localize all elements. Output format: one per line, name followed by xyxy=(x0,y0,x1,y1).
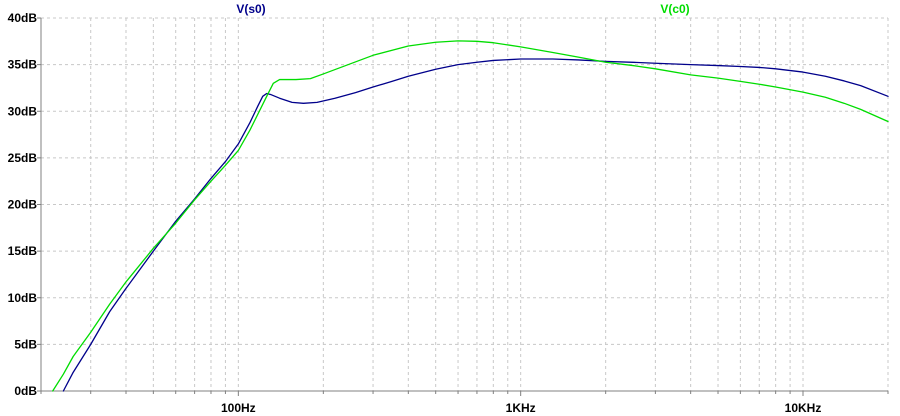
series-line-s0 xyxy=(62,58,889,392)
series-line-c0 xyxy=(52,40,889,392)
y-tick-label: 5dB xyxy=(14,337,37,351)
x-tick-label: 100Hz xyxy=(221,401,256,415)
y-tick-label: 35dB xyxy=(8,58,38,72)
series-lines xyxy=(52,40,889,392)
legend-series-c0[interactable]: V(c0) xyxy=(660,2,689,16)
x-tick-label: 10KHz xyxy=(785,401,822,415)
y-tick-label: 30dB xyxy=(8,104,38,118)
x-tick-label: 1KHz xyxy=(506,401,536,415)
y-tick-label: 25dB xyxy=(8,151,38,165)
y-tick-label: 0dB xyxy=(14,384,37,398)
legend: V(s0) V(c0) xyxy=(236,2,689,16)
y-tick-label: 10dB xyxy=(8,291,38,305)
legend-series-s0[interactable]: V(s0) xyxy=(236,2,265,16)
y-tick-label: 15dB xyxy=(8,244,38,258)
tick-labels: 0dB 5dB 10dB 15dB 20dB 25dB 30dB 35dB 40dB 100Hz 1… xyxy=(8,11,889,415)
grid xyxy=(40,17,889,391)
y-tick-label: 20dB xyxy=(8,198,38,212)
y-tick-label: 40dB xyxy=(8,11,38,25)
